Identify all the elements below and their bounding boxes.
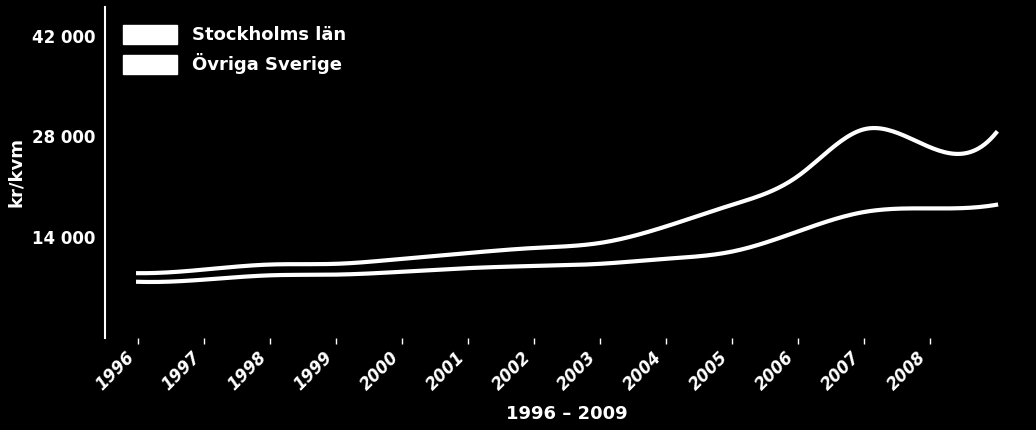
Legend: Stockholms län, Övriga Sverige: Stockholms län, Övriga Sverige xyxy=(114,16,355,83)
X-axis label: 1996 – 2009: 1996 – 2009 xyxy=(507,405,628,423)
Y-axis label: kr/kvm: kr/kvm xyxy=(7,138,25,207)
